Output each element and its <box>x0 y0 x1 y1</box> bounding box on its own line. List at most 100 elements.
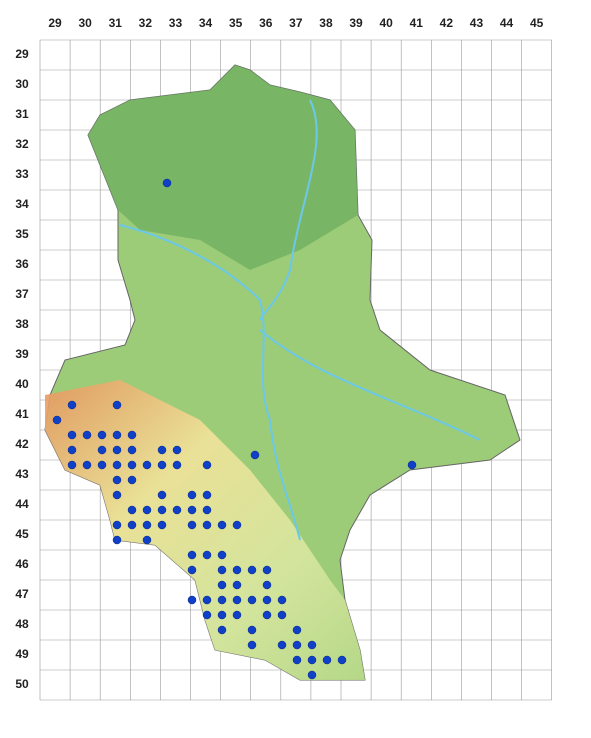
column-label: 39 <box>349 16 363 30</box>
dot <box>217 625 227 635</box>
dot <box>142 505 152 515</box>
row-label: 37 <box>15 287 29 301</box>
dot <box>337 655 347 665</box>
row-label: 35 <box>15 227 29 241</box>
dot <box>67 460 77 470</box>
column-label: 37 <box>289 16 303 30</box>
row-label: 31 <box>15 107 29 121</box>
column-label: 44 <box>500 16 514 30</box>
dot <box>202 490 212 500</box>
dot <box>202 460 212 470</box>
column-label: 34 <box>199 16 213 30</box>
dot <box>217 565 227 575</box>
row-label: 45 <box>15 527 29 541</box>
dot <box>112 430 122 440</box>
column-label: 38 <box>319 16 333 30</box>
dot <box>97 445 107 455</box>
dot <box>187 505 197 515</box>
dot <box>232 565 242 575</box>
dot <box>187 490 197 500</box>
row-label: 47 <box>15 587 29 601</box>
dot <box>232 580 242 590</box>
column-label: 29 <box>48 16 62 30</box>
dot <box>292 640 302 650</box>
column-label: 30 <box>78 16 92 30</box>
dot <box>112 445 122 455</box>
dot <box>157 490 167 500</box>
column-label: 31 <box>109 16 123 30</box>
dot <box>172 460 182 470</box>
dot <box>187 520 197 530</box>
dot <box>157 520 167 530</box>
row-label: 49 <box>15 647 29 661</box>
dot <box>172 505 182 515</box>
dot <box>67 400 77 410</box>
dot <box>247 595 257 605</box>
dot <box>52 415 62 425</box>
grid-labels: 29 30 31 32 33 34 35 36 37 38 39 40 41 42 43 44 45 29 30 31… <box>15 16 543 691</box>
dot <box>127 520 137 530</box>
occurrence-dots <box>52 178 417 680</box>
row-label: 46 <box>15 557 29 571</box>
dot <box>262 595 272 605</box>
dot <box>247 565 257 575</box>
dot <box>307 655 317 665</box>
dot <box>202 595 212 605</box>
row-label: 33 <box>15 167 29 181</box>
dot <box>142 535 152 545</box>
dot <box>232 595 242 605</box>
dot <box>187 595 197 605</box>
dot <box>217 610 227 620</box>
column-label: 42 <box>440 16 454 30</box>
dot <box>232 610 242 620</box>
row-label: 41 <box>15 407 29 421</box>
dot <box>172 445 182 455</box>
dot <box>247 640 257 650</box>
row-label: 48 <box>15 617 29 631</box>
dot <box>217 580 227 590</box>
dot <box>277 640 287 650</box>
row-label: 44 <box>15 497 29 511</box>
dot <box>247 625 257 635</box>
dot <box>277 595 287 605</box>
dot <box>292 655 302 665</box>
column-label: 35 <box>229 16 243 30</box>
dot <box>127 475 137 485</box>
dot <box>307 640 317 650</box>
dot <box>187 550 197 560</box>
dot <box>142 460 152 470</box>
dot <box>127 430 137 440</box>
dot <box>127 445 137 455</box>
dot <box>250 450 260 460</box>
dot <box>217 520 227 530</box>
southern-upland <box>45 380 365 680</box>
dot <box>82 460 92 470</box>
row-label: 32 <box>15 137 29 151</box>
row-label: 30 <box>15 77 29 91</box>
dot <box>202 520 212 530</box>
dot <box>157 460 167 470</box>
dot <box>202 550 212 560</box>
dot <box>202 505 212 515</box>
dot <box>232 520 242 530</box>
dot <box>82 430 92 440</box>
dot <box>112 490 122 500</box>
dot <box>112 475 122 485</box>
column-label: 33 <box>169 16 183 30</box>
dot <box>307 670 317 680</box>
dot <box>262 565 272 575</box>
row-label: 38 <box>15 317 29 331</box>
dot <box>142 520 152 530</box>
row-label: 36 <box>15 257 29 271</box>
column-label: 41 <box>410 16 424 30</box>
dot <box>262 580 272 590</box>
dot <box>112 520 122 530</box>
dot <box>127 460 137 470</box>
north-lowland <box>88 65 358 270</box>
row-label: 29 <box>15 47 29 61</box>
dot <box>67 430 77 440</box>
row-label: 50 <box>15 677 29 691</box>
column-label: 32 <box>139 16 153 30</box>
